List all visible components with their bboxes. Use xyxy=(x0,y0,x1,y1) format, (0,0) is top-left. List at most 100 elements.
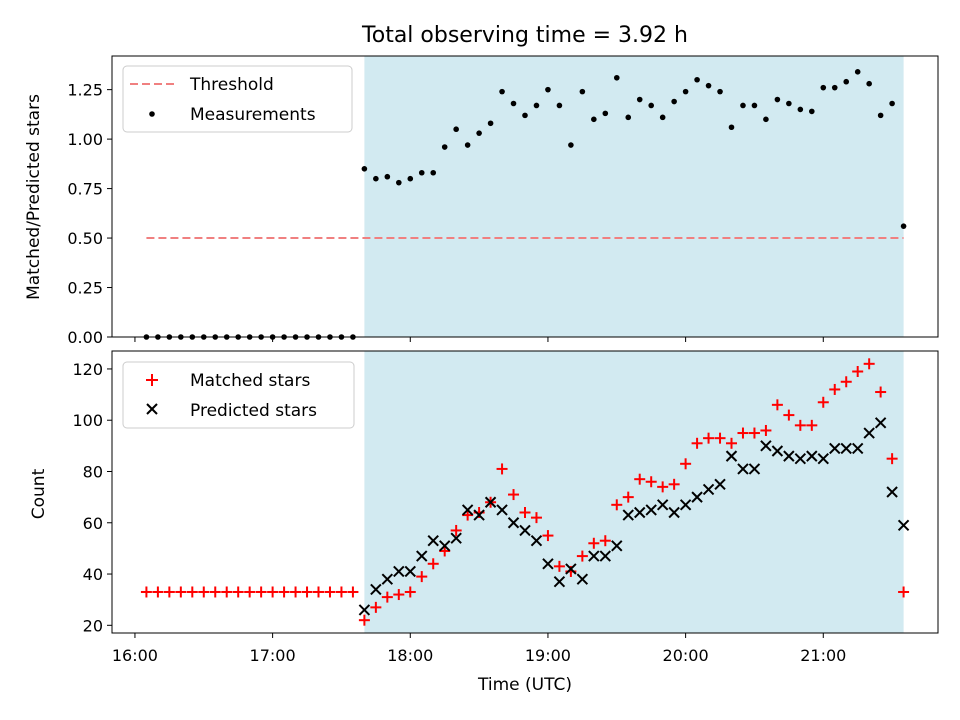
predicted-star-point xyxy=(897,519,910,532)
matched-legend-swatch xyxy=(146,374,158,386)
measurement-point xyxy=(499,88,505,95)
count-y-ticks: 20 40 60 80 100 120 xyxy=(72,360,112,635)
measurement-point xyxy=(613,74,620,81)
matched-star-point xyxy=(232,586,244,598)
measurement-point xyxy=(545,86,551,93)
measurement-point xyxy=(740,102,746,109)
matched-star-point xyxy=(852,366,864,378)
measurement-point xyxy=(625,114,632,121)
matched-star-point xyxy=(358,614,370,626)
matched-star-point xyxy=(588,537,600,549)
matched-star-point xyxy=(771,399,783,411)
matched-star-point xyxy=(221,586,233,598)
ratio-y-ticks: 0.00 0.25 0.50 0.75 1.00 1.25 xyxy=(67,81,112,347)
predicted-star-point xyxy=(840,442,852,455)
measurement-point xyxy=(591,116,597,123)
measurement-point xyxy=(889,100,895,107)
matched-star-point xyxy=(175,586,187,598)
predicted-star-point xyxy=(576,573,589,585)
ratio-shade xyxy=(364,56,904,337)
measurement-point xyxy=(820,84,827,91)
ratio-panel: 0.00 0.25 0.50 0.75 1.00 1.25 Matched/Predict… xyxy=(24,55,939,347)
measurement-point xyxy=(786,100,792,107)
matched-star-point xyxy=(806,419,818,431)
measurement-point xyxy=(831,84,838,91)
predicted-star-point xyxy=(886,486,898,498)
matched-star-point xyxy=(737,427,749,439)
predicted-star-point xyxy=(588,550,600,562)
count-y-label: Count xyxy=(29,468,49,519)
matched-star-point xyxy=(657,481,669,493)
predicted-star-point xyxy=(656,499,669,511)
matched-star-point xyxy=(634,473,646,485)
measurement-point xyxy=(717,88,723,95)
ratio-legend-box xyxy=(122,65,353,133)
predicted-star-point xyxy=(691,491,703,503)
predicted-star-point xyxy=(611,540,623,552)
matched-star-point xyxy=(393,589,405,601)
predicted-star-point xyxy=(370,583,382,596)
matched-star-point xyxy=(726,437,737,449)
measurement-point xyxy=(464,142,471,148)
matched-star-point xyxy=(553,560,565,572)
predicted-star-point xyxy=(393,565,405,578)
predicted-star-point xyxy=(668,506,680,519)
measurement-point xyxy=(682,88,689,95)
count-y-tick-label: 80 xyxy=(83,462,103,481)
predicted-star-point xyxy=(565,563,577,575)
x-tick-label: 21:00 xyxy=(800,646,846,665)
ratio-y-label: Matched/Predicted stars xyxy=(24,94,44,300)
matched-star-point xyxy=(680,458,692,470)
matched-star-point xyxy=(267,586,279,598)
predicted-star-point xyxy=(874,417,887,429)
matched-star-point xyxy=(140,586,152,598)
matched-star-point xyxy=(427,558,439,570)
measurement-point xyxy=(533,102,540,109)
count-axes-frame xyxy=(111,350,939,634)
threshold-legend-label: Threshold xyxy=(189,75,274,95)
predicted-star-point xyxy=(496,504,508,516)
measurement-point xyxy=(373,175,379,182)
matched-star-point xyxy=(668,478,680,490)
matched-star-point xyxy=(898,586,910,598)
matched-star-point xyxy=(416,571,428,583)
measurement-point xyxy=(854,69,861,75)
x-tick-label: 16:00 xyxy=(112,646,158,665)
measurement-point xyxy=(648,102,654,109)
count-y-tick-label: 60 xyxy=(83,514,103,533)
ratio-y-tick-label: 0.25 xyxy=(67,279,103,298)
matched-star-point xyxy=(324,586,336,598)
measurement-point xyxy=(659,114,666,121)
measurement-point xyxy=(900,223,907,229)
matched-star-point xyxy=(519,507,531,519)
ratio-legend: Threshold Measurements xyxy=(122,65,353,133)
predicted-star-point xyxy=(484,496,497,508)
matched-star-point xyxy=(163,586,175,598)
matched-star-point xyxy=(347,586,359,598)
predicted-star-point xyxy=(645,504,657,516)
matched-star-point xyxy=(760,424,772,436)
predicted-star-point xyxy=(863,427,875,439)
matched-star-point xyxy=(748,427,760,439)
predicted-star-point xyxy=(794,452,807,465)
ratio-y-tick-label: 0.00 xyxy=(67,328,103,347)
predicted-star-point xyxy=(714,478,726,491)
count-panel: 20 40 60 80 100 120 16:00 17:00 18:00 19:00 20:00… xyxy=(29,350,939,695)
predicted-star-point xyxy=(473,509,485,521)
predicted-star-point xyxy=(553,576,566,588)
measurement-point xyxy=(430,169,437,176)
matched-star-point xyxy=(462,509,474,521)
matched-star-point xyxy=(186,586,198,598)
matched-star-point xyxy=(599,535,611,547)
predicted-legend-swatch xyxy=(146,403,158,415)
matched-star-point xyxy=(335,586,347,598)
matched-star-point xyxy=(404,586,416,598)
measurement-point xyxy=(441,144,448,150)
matched-star-point xyxy=(886,453,898,465)
measurement-point xyxy=(453,126,459,133)
predicted-star-point xyxy=(851,442,864,455)
matched-star-point xyxy=(209,586,221,598)
measurement-point xyxy=(384,173,391,180)
measurement-point xyxy=(396,179,402,186)
predicted-star-point xyxy=(404,565,416,578)
